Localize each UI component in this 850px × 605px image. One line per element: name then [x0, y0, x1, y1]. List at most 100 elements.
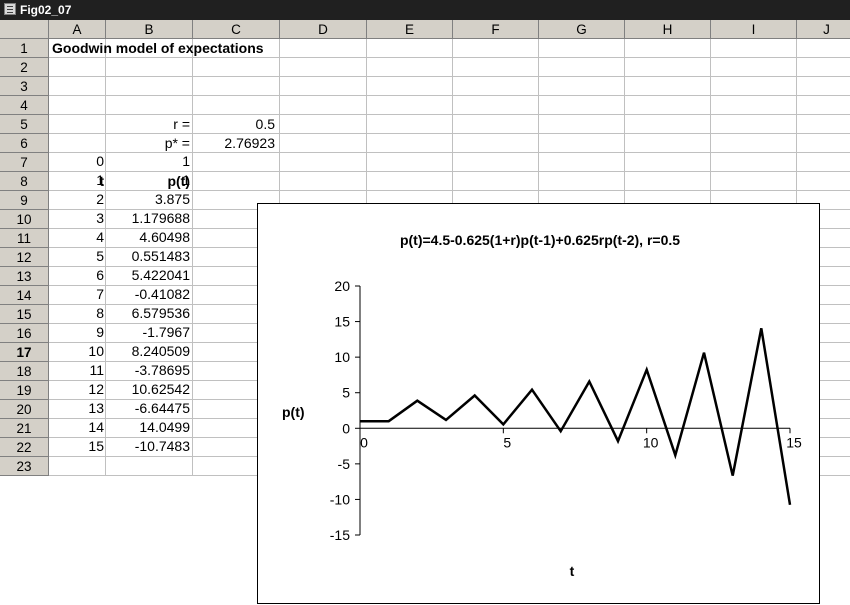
cell-J7[interactable] [797, 153, 850, 172]
cell-I8[interactable] [711, 172, 797, 191]
t-value[interactable]: 13 [52, 399, 104, 418]
cell-D8[interactable] [280, 172, 367, 191]
cell-G5[interactable] [539, 115, 625, 134]
p-value[interactable]: 5.422041 [108, 266, 190, 285]
p-value[interactable]: 8.240509 [108, 342, 190, 361]
cell-H5[interactable] [625, 115, 711, 134]
cell-H2[interactable] [625, 58, 711, 77]
t-value[interactable]: 10 [52, 342, 104, 361]
cell-J5[interactable] [797, 115, 850, 134]
cell-C2[interactable] [193, 58, 280, 77]
t-value[interactable]: 1 [52, 171, 104, 190]
t-value[interactable]: 15 [52, 437, 104, 456]
cell-A4[interactable] [49, 96, 106, 115]
cell-A23[interactable] [49, 457, 106, 476]
cell-D4[interactable] [280, 96, 367, 115]
cell-A3[interactable] [49, 77, 106, 96]
cell-H3[interactable] [625, 77, 711, 96]
cell-D2[interactable] [280, 58, 367, 77]
column-header-E[interactable]: E [367, 20, 453, 39]
cell-F6[interactable] [453, 134, 539, 153]
r-label[interactable]: r = [110, 115, 190, 134]
t-value[interactable]: 14 [52, 418, 104, 437]
t-value[interactable]: 0 [52, 152, 104, 171]
p-value[interactable]: 14.0499 [108, 418, 190, 437]
row-header-13[interactable]: 13 [0, 267, 49, 286]
cell-D6[interactable] [280, 134, 367, 153]
cell-E3[interactable] [367, 77, 453, 96]
row-header-10[interactable]: 10 [0, 210, 49, 229]
pstar-label[interactable]: p* = [110, 134, 190, 153]
row-header-3[interactable]: 3 [0, 77, 49, 96]
column-header-D[interactable]: D [280, 20, 367, 39]
cell-D7[interactable] [280, 153, 367, 172]
p-value[interactable]: 10.62542 [108, 380, 190, 399]
cell-F1[interactable] [453, 39, 539, 58]
workbook-icon[interactable] [4, 3, 16, 15]
p-value[interactable]: 1 [108, 152, 190, 171]
p-value[interactable]: -1.7967 [108, 323, 190, 342]
sheet-title[interactable]: Goodwin model of expectations [52, 39, 264, 58]
t-value[interactable]: 3 [52, 209, 104, 228]
cell-J8[interactable] [797, 172, 850, 191]
cell-E1[interactable] [367, 39, 453, 58]
p-value[interactable]: 6.579536 [108, 304, 190, 323]
row-header-17[interactable]: 17 [0, 343, 49, 362]
column-header-J[interactable]: J [797, 20, 850, 39]
cell-A2[interactable] [49, 58, 106, 77]
cell-F8[interactable] [453, 172, 539, 191]
row-header-9[interactable]: 9 [0, 191, 49, 210]
row-header-1[interactable]: 1 [0, 39, 49, 58]
cell-G4[interactable] [539, 96, 625, 115]
row-header-23[interactable]: 23 [0, 457, 49, 476]
cell-F7[interactable] [453, 153, 539, 172]
cell-B23[interactable] [106, 457, 193, 476]
row-header-15[interactable]: 15 [0, 305, 49, 324]
row-header-2[interactable]: 2 [0, 58, 49, 77]
p-value[interactable]: 1 [108, 171, 190, 190]
cell-H4[interactable] [625, 96, 711, 115]
column-header-I[interactable]: I [711, 20, 797, 39]
cell-F3[interactable] [453, 77, 539, 96]
cell-I4[interactable] [711, 96, 797, 115]
p-value[interactable]: 0.551483 [108, 247, 190, 266]
cell-I5[interactable] [711, 115, 797, 134]
cell-G2[interactable] [539, 58, 625, 77]
cell-G6[interactable] [539, 134, 625, 153]
cell-A6[interactable] [49, 134, 106, 153]
cell-D1[interactable] [280, 39, 367, 58]
cell-G3[interactable] [539, 77, 625, 96]
cell-E4[interactable] [367, 96, 453, 115]
t-value[interactable]: 6 [52, 266, 104, 285]
row-header-11[interactable]: 11 [0, 229, 49, 248]
chart-object[interactable]: p(t)=4.5-0.625(1+r)p(t-1)+0.625rp(t-2), … [257, 203, 820, 604]
cell-C4[interactable] [193, 96, 280, 115]
cell-E2[interactable] [367, 58, 453, 77]
p-value[interactable]: 1.179688 [108, 209, 190, 228]
t-value[interactable]: 2 [52, 190, 104, 209]
column-header-C[interactable]: C [193, 20, 280, 39]
cell-B2[interactable] [106, 58, 193, 77]
column-header-G[interactable]: G [539, 20, 625, 39]
cell-F5[interactable] [453, 115, 539, 134]
cell-I6[interactable] [711, 134, 797, 153]
row-header-7[interactable]: 7 [0, 153, 49, 172]
t-value[interactable]: 8 [52, 304, 104, 323]
p-value[interactable]: -10.7483 [108, 437, 190, 456]
cell-I1[interactable] [711, 39, 797, 58]
t-value[interactable]: 4 [52, 228, 104, 247]
t-value[interactable]: 11 [52, 361, 104, 380]
t-value[interactable]: 12 [52, 380, 104, 399]
row-header-14[interactable]: 14 [0, 286, 49, 305]
cell-G8[interactable] [539, 172, 625, 191]
cell-J2[interactable] [797, 58, 850, 77]
t-value[interactable]: 5 [52, 247, 104, 266]
column-header-F[interactable]: F [453, 20, 539, 39]
cell-J3[interactable] [797, 77, 850, 96]
cell-H8[interactable] [625, 172, 711, 191]
row-header-12[interactable]: 12 [0, 248, 49, 267]
cell-I2[interactable] [711, 58, 797, 77]
p-value[interactable]: 3.875 [108, 190, 190, 209]
row-header-22[interactable]: 22 [0, 438, 49, 457]
cell-D3[interactable] [280, 77, 367, 96]
